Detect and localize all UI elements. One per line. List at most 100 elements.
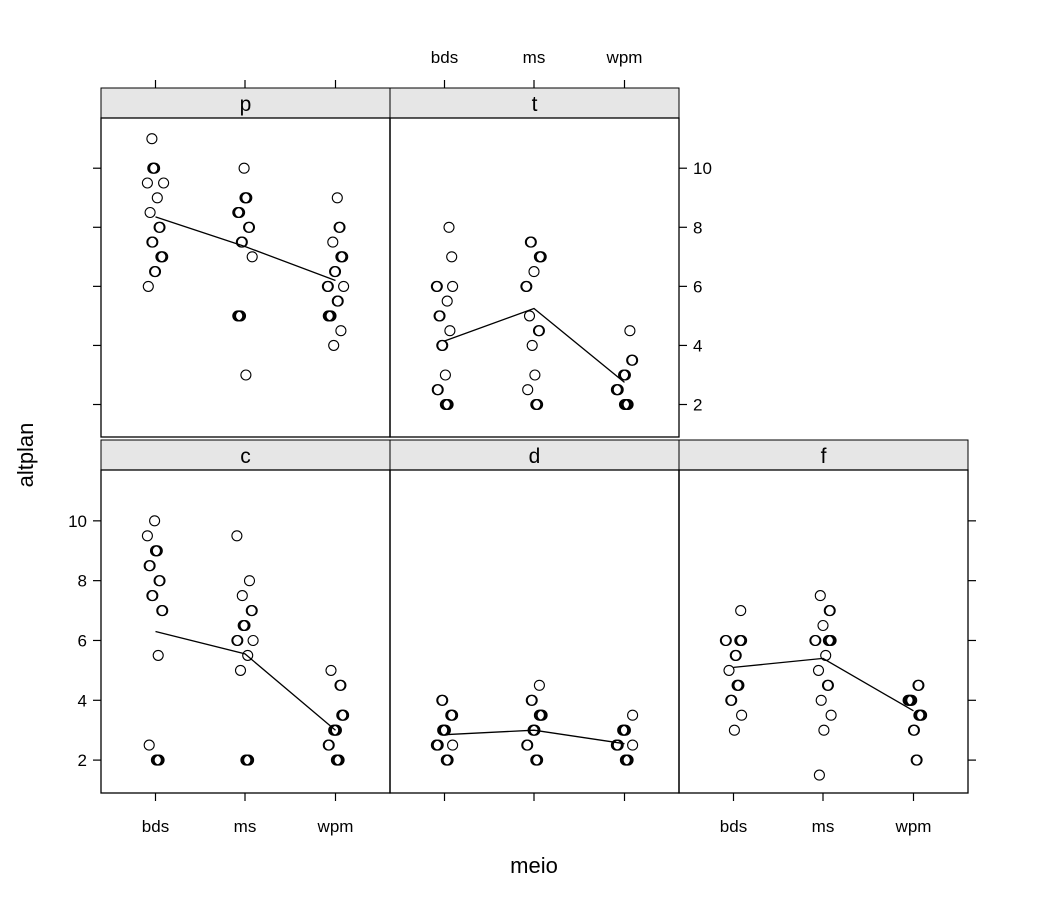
data-point [156,605,168,617]
data-point [432,384,444,396]
mean-trend-line [444,307,625,383]
data-point [810,634,822,647]
x-tick-label: ms [523,48,546,67]
data-point [441,295,453,307]
data-point [902,694,914,706]
data-point [533,325,545,337]
data-point [332,295,344,307]
data-point [240,754,252,766]
data-point [821,679,834,691]
data-point [813,769,825,781]
data-point [336,709,348,721]
data-point [822,679,834,691]
data-point [146,236,158,248]
data-point [147,236,159,248]
panel-strip [100,439,391,471]
data-point [243,221,255,233]
data-point [234,664,247,676]
panel-strip [678,439,969,471]
data-point [322,739,334,751]
data-point [327,236,339,248]
data-point [158,177,170,189]
panel-frame [100,117,391,438]
data-point [149,266,162,278]
panel-d: d [389,439,680,794]
y-axis-title: altplan [13,423,38,488]
data-point [611,384,623,396]
data-point [143,560,155,572]
data-point [530,754,542,766]
y-tick-label: 2 [693,396,702,415]
panel-strip [389,439,680,471]
data-point [824,605,836,617]
data-point [237,619,249,632]
mean-trend-line [444,729,625,745]
data-point [730,649,742,661]
data-point [439,369,451,381]
data-point [240,369,252,381]
panels-layer: c d f p t [100,87,969,794]
data-point [321,280,333,292]
y-tick-label: 4 [78,691,87,710]
x-tick-label: wpm [606,48,643,67]
data-point [444,325,456,337]
data-point [243,221,256,233]
data-point [522,739,534,751]
data-point [525,236,537,248]
data-point [911,754,923,766]
data-point [338,280,350,292]
y-tick-label: 6 [78,631,87,650]
data-point [154,221,166,233]
data-point [330,754,342,766]
data-point [322,280,334,292]
data-point [147,162,159,174]
data-point [731,679,743,691]
data-point [447,739,459,751]
data-point [325,664,337,676]
data-point [533,679,545,691]
panel-t: t [389,87,680,438]
y-tick-label: 10 [68,512,87,531]
data-point [530,398,542,411]
data-point [431,384,443,396]
data-point [155,251,167,263]
data-point [912,679,924,691]
data-point [525,694,537,706]
data-point [232,634,244,647]
data-point [437,694,449,706]
data-point [443,221,455,233]
data-point [719,634,731,647]
data-point [533,251,545,263]
data-point [735,634,747,647]
data-point [141,177,153,189]
data-point [610,739,622,751]
data-point [231,530,243,542]
axes-layer: 2 4 6 8 10 2 4 6 8 10 bds ms wpm bds ms wpm bds ms wpm [68,48,976,836]
data-point [720,634,732,647]
data-point [144,560,156,572]
mean-trend-line [155,630,336,731]
data-point [822,634,834,647]
data-point [446,709,458,721]
data-point [913,679,925,691]
data-point [153,221,165,233]
y-tick-label: 8 [693,218,702,237]
data-point [331,192,343,204]
data-point [232,206,244,219]
data-point [913,709,925,721]
data-point [732,679,744,691]
data-point [150,754,162,766]
data-point [736,709,748,721]
data-point [436,339,448,351]
data-point [144,206,156,219]
data-point [142,280,154,292]
x-tick-label: ms [234,817,257,836]
data-point [149,266,161,278]
data-point [524,236,536,248]
data-point [445,709,457,721]
data-point [726,694,738,706]
data-point [247,634,259,647]
data-point [907,724,920,736]
data-point [735,605,747,617]
data-point [239,192,251,204]
